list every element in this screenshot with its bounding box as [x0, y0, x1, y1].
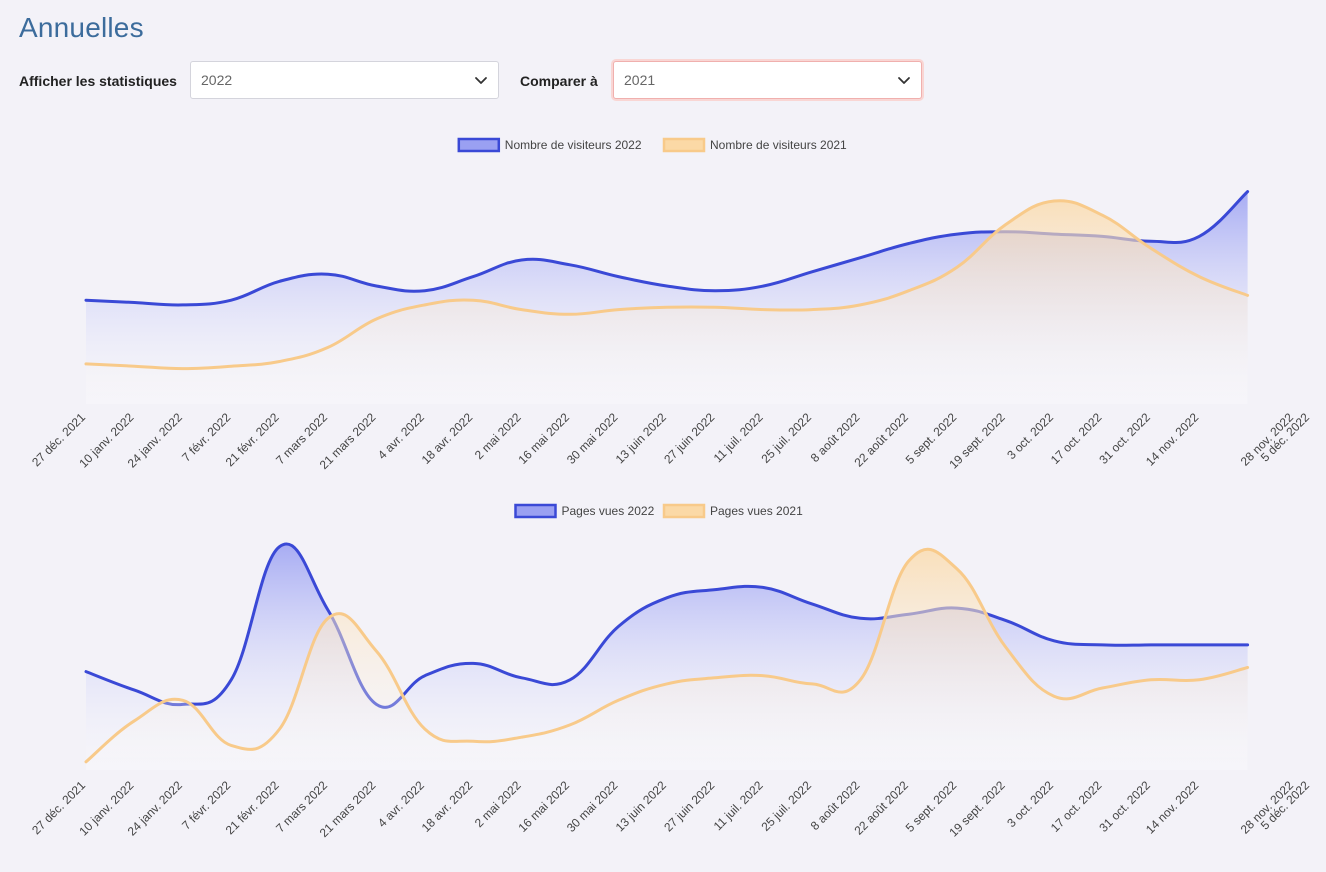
pageviews-chart: Pages vues 2022 Pages vues 2021 27 déc. 20…	[29, 503, 1312, 840]
series-line	[84, 542, 1250, 709]
chart-legend: Pages vues 2022 Pages vues 2021	[514, 503, 803, 519]
legend-item[interactable]: Nombre de visiteurs 2022	[457, 137, 642, 153]
x-tick-label: 17 oct. 2022	[1048, 410, 1105, 467]
x-tick-label: 27 juin 2022	[661, 778, 717, 834]
legend-label: Nombre de visiteurs 2022	[505, 138, 642, 152]
x-tick-label: 30 mai 2022	[564, 410, 621, 467]
legend-label: Pages vues 2021	[710, 504, 803, 518]
x-tick-label: 11 juil. 2022	[711, 778, 766, 833]
x-tick-label: 25 juil. 2022	[758, 410, 814, 466]
legend-swatch	[662, 137, 706, 153]
x-tick-label: 11 juil. 2022	[711, 410, 766, 465]
chart-legend: Nombre de visiteurs 2022 Nombre de visite…	[457, 137, 847, 153]
x-tick-label: 14 nov. 2022	[1143, 778, 1202, 837]
x-tick-label: 30 mai 2022	[564, 778, 621, 835]
chevron-down-icon	[475, 77, 487, 84]
page-title: Annuelles	[19, 12, 144, 43]
x-tick-label: 14 nov. 2022	[1143, 410, 1202, 469]
year-select[interactable]: 2022	[190, 61, 499, 99]
compare-label: Comparer à	[520, 73, 598, 89]
legend-label: Pages vues 2022	[562, 504, 655, 518]
x-tick-label: 18 avr. 2022	[419, 410, 476, 467]
x-tick-label: 3 oct. 2022	[1004, 410, 1056, 462]
x-tick-label: 17 oct. 2022	[1048, 778, 1105, 835]
series-area	[86, 200, 1248, 404]
series-line	[84, 199, 1250, 371]
legend-item[interactable]: Pages vues 2021	[662, 503, 803, 519]
legend-item[interactable]: Pages vues 2022	[514, 503, 655, 519]
legend-label: Nombre de visiteurs 2021	[710, 138, 847, 152]
x-tick-label: 3 oct. 2022	[1004, 778, 1056, 830]
x-tick-label: 4 avr. 2022	[375, 410, 427, 462]
series-area	[86, 549, 1248, 770]
x-tick-label: 13 juin 2022	[613, 778, 669, 834]
x-tick-label: 2 mai 2022	[472, 778, 524, 830]
x-tick-label: 4 avr. 2022	[375, 778, 427, 830]
series-line	[84, 547, 1250, 764]
compare-select-value: 2021	[624, 72, 656, 88]
legend-swatch	[514, 503, 557, 519]
x-tick-label: 16 mai 2022	[516, 410, 573, 467]
visitors-chart: Nombre de visiteurs 2022 Nombre de visite…	[29, 137, 1312, 472]
chevron-down-icon	[898, 77, 910, 84]
x-tick-label: 13 juin 2022	[613, 410, 669, 466]
x-tick-label: 16 mai 2022	[516, 778, 573, 835]
legend-swatch	[662, 503, 706, 519]
show-stats-label: Afficher les statistiques	[19, 73, 177, 89]
x-tick-label: 2 mai 2022	[472, 410, 524, 462]
compare-year-select[interactable]: 2021	[613, 61, 922, 99]
x-tick-label: 25 juil. 2022	[758, 778, 814, 834]
year-select-value: 2022	[201, 72, 233, 88]
x-tick-label: 18 avr. 2022	[419, 778, 476, 835]
legend-swatch	[457, 137, 501, 153]
x-tick-label: 27 juin 2022	[661, 410, 717, 466]
legend-item[interactable]: Nombre de visiteurs 2021	[662, 137, 847, 153]
